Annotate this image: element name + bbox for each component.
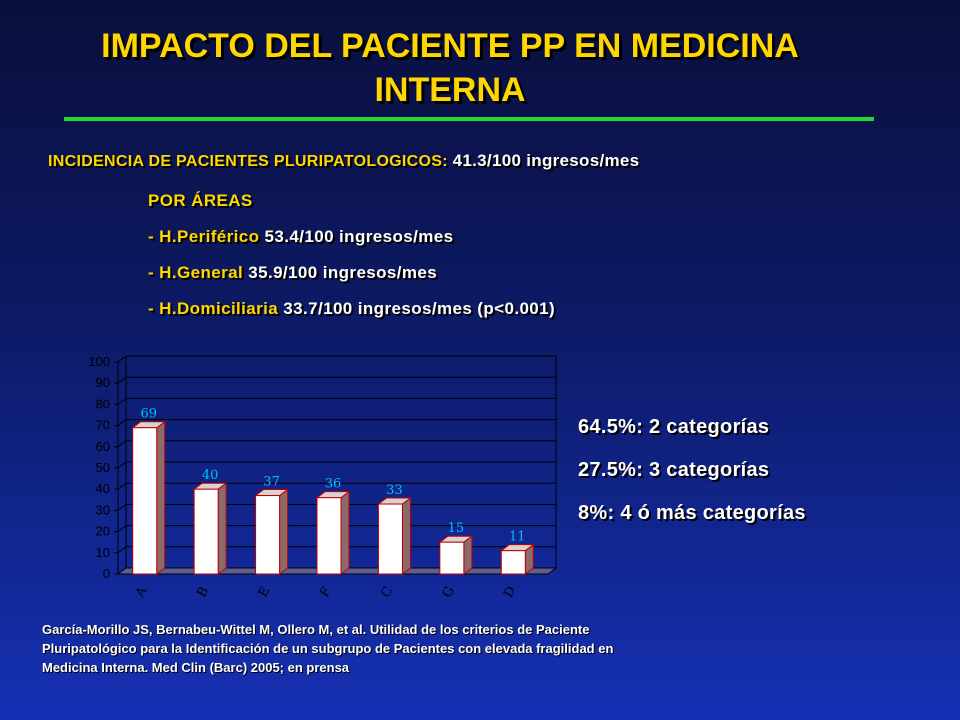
y-tick-label: 70	[96, 418, 110, 433]
x-tick-label: D	[501, 584, 519, 601]
gridline-diagonal	[117, 546, 127, 554]
bar	[316, 497, 342, 575]
area-row: - H.Domiciliaria 33.7/100 ingresos/mes (…	[148, 298, 555, 334]
y-tick-label: 20	[96, 524, 110, 539]
areas-heading: POR ÁREAS	[148, 191, 253, 210]
bar-value-label: 36	[325, 477, 342, 492]
gridline-diagonal	[117, 440, 127, 448]
bar-value-label: 40	[202, 468, 219, 483]
bar	[255, 495, 281, 575]
area-value: 35.9/100 ingresos/mes	[248, 263, 438, 282]
stat-four-plus-categories: 8%: 4 ó más categorías	[578, 502, 806, 524]
y-tick-label: 30	[96, 502, 110, 517]
bar-value-label: 37	[263, 475, 280, 490]
bar-side	[217, 482, 227, 575]
y-tick-label: 40	[96, 481, 110, 496]
gridline-diagonal	[117, 461, 127, 469]
bar-value-label: 15	[448, 521, 465, 536]
bar-value-label: 11	[509, 530, 526, 545]
bar-side	[156, 420, 166, 575]
bar	[377, 503, 403, 575]
area-name: - H.Domiciliaria	[148, 299, 279, 318]
y-tick-label: 60	[96, 439, 110, 454]
y-tick-label: 10	[96, 545, 110, 560]
y-tick-label: 0	[103, 566, 110, 581]
x-tick-label: G	[440, 584, 458, 600]
citation-line-1: García-Morillo JS, Bernabeu-Wittel M, Ol…	[42, 622, 590, 637]
x-tick-label: C	[378, 584, 396, 600]
stat-two-categories: 64.5%: 2 categorías	[578, 416, 770, 438]
slide-title: IMPACTO DEL PACIENTE PP EN MEDICINA INTE…	[40, 24, 860, 112]
incidence-label: INCIDENCIA DE PACIENTES PLURIPATOLOGICOS…	[48, 153, 448, 170]
bar-side	[401, 497, 411, 575]
bar-value-label: 69	[140, 407, 157, 422]
area-row: - H.General 35.9/100 ingresos/mes	[148, 262, 555, 298]
x-tick-label: F	[317, 585, 335, 600]
stat-three-categories: 27.5%: 3 categorías	[578, 459, 770, 481]
y-tick-label: 90	[96, 375, 110, 390]
gridline-diagonal	[117, 419, 127, 426]
citation-line-2: Pluripatológico para la Identificación d…	[42, 641, 614, 656]
bar-side	[340, 490, 350, 575]
bar	[193, 488, 219, 575]
area-row: - H.Periférico 53.4/100 ingresos/mes	[148, 226, 555, 262]
y-tick-label: 100	[88, 354, 110, 369]
x-tick-label: B	[194, 584, 212, 600]
areas-block: POR ÁREAS - H.Periférico 53.4/100 ingres…	[148, 190, 555, 334]
title-divider	[64, 117, 874, 121]
citation: García-Morillo JS, Bernabeu-Wittel M, Ol…	[42, 620, 902, 677]
gridline-diagonal	[117, 482, 127, 490]
area-name: - H.General	[148, 263, 244, 282]
title-line-1: IMPACTO DEL PACIENTE PP EN MEDICINA	[101, 27, 799, 65]
area-value: 53.4/100 ingresos/mes	[264, 227, 454, 246]
y-tick-label: 50	[96, 460, 110, 475]
bar	[132, 427, 158, 575]
x-tick-label: E	[256, 584, 274, 600]
gridline-diagonal	[117, 398, 127, 405]
categories-stats: 64.5%: 2 categorías 27.5%: 3 categorías …	[578, 412, 806, 541]
gridline-diagonal	[117, 376, 127, 384]
gridline-diagonal	[117, 525, 127, 533]
bar-side	[279, 488, 289, 575]
area-name: - H.Periférico	[148, 227, 260, 246]
title-line-2: INTERNA	[374, 71, 526, 109]
area-value: 33.7/100 ingresos/mes (p<0.001)	[283, 299, 556, 318]
incidence-line: INCIDENCIA DE PACIENTES PLURIPATOLOGICOS…	[48, 151, 639, 171]
bar	[500, 550, 526, 575]
y-tick-label: 80	[96, 396, 110, 411]
x-tick-label: A	[132, 584, 150, 601]
gridline-diagonal	[117, 355, 127, 363]
bar-value-label: 33	[386, 483, 403, 498]
citation-line-3: Medicina Interna. Med Clin (Barc) 2005; …	[42, 660, 350, 675]
bar-chart: 0 10 20 30 40 50 60 70 80 90 100 69 A 40 B 37 E 36 F 33 C 15 G…	[88, 354, 558, 601]
gridline-diagonal	[117, 503, 127, 511]
incidence-value: 41.3/100 ingresos/mes	[452, 151, 640, 170]
bar	[439, 541, 465, 575]
